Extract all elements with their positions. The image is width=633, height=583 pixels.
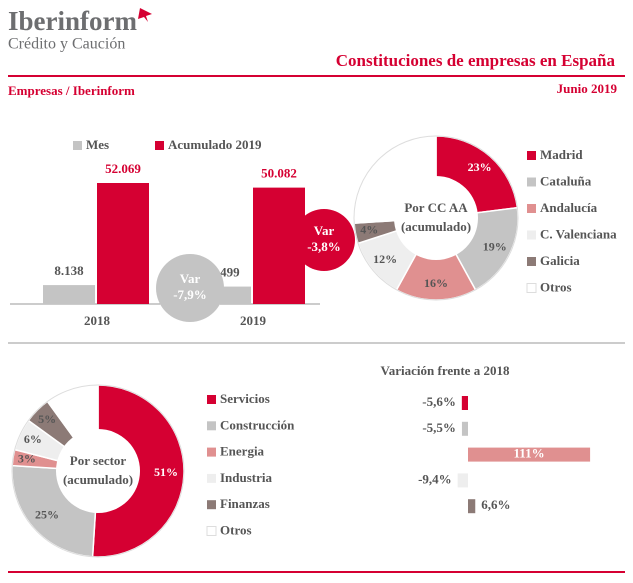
tagline: Crédito y Caución — [8, 36, 125, 53]
var-label: Var — [314, 223, 335, 238]
date: Junio 2019 — [557, 81, 618, 96]
center-label: Por CC AA — [404, 200, 468, 215]
bar — [43, 285, 95, 304]
legend-swatch — [527, 230, 536, 240]
legend-swatch — [155, 141, 164, 150]
legend-swatch — [527, 257, 536, 266]
bar — [468, 499, 476, 514]
category-label: 2018 — [84, 313, 111, 328]
value-label: 111% — [514, 446, 545, 461]
pie-outline — [11, 384, 185, 558]
slice-label: 6% — [24, 432, 42, 446]
value-label: 52.069 — [105, 161, 141, 176]
var-label: Var — [180, 271, 201, 286]
legend-swatch — [207, 500, 216, 510]
pie-outline — [353, 135, 519, 301]
value-label: -5,6% — [422, 394, 456, 409]
legend-label: Acumulado 2019 — [168, 137, 262, 152]
legend-swatch — [207, 447, 216, 457]
legend-label: Industria — [220, 470, 273, 485]
bar — [468, 447, 591, 462]
slice-label: 5% — [38, 412, 56, 426]
var-bubble — [156, 254, 224, 322]
legend-swatch — [527, 177, 536, 187]
value-label: 6,6% — [481, 497, 510, 512]
slice-label: 25% — [35, 508, 59, 522]
legend-label: Madrid — [540, 147, 583, 162]
legend-swatch — [207, 473, 216, 483]
legend-label: Cataluña — [540, 173, 592, 188]
value-label: 8.138 — [54, 263, 84, 278]
legend-swatch — [207, 395, 216, 404]
legend-swatch — [526, 283, 537, 293]
value-label: -9,4% — [418, 471, 452, 486]
brand-icon — [138, 8, 152, 22]
slice-label: 12% — [373, 252, 397, 266]
slice-label: 3% — [18, 451, 36, 465]
legend-swatch — [527, 151, 536, 160]
var-bubble — [293, 209, 355, 271]
legend-label: Mes — [86, 137, 109, 152]
slice-label: 23% — [468, 160, 492, 174]
legend-label: Servicios — [220, 391, 270, 406]
page-title: Constituciones de empresas en España — [336, 51, 616, 70]
legend-swatch — [206, 526, 217, 536]
center-label: (acumulado) — [63, 472, 133, 487]
slice-label: 51% — [154, 465, 178, 479]
slice-label: 4% — [360, 222, 378, 236]
legend-label: Otros — [220, 522, 252, 537]
legend-swatch — [527, 204, 536, 213]
pie-hole — [394, 176, 478, 260]
legend-label: Otros — [540, 279, 572, 294]
legend-label: Andalucía — [540, 200, 598, 215]
chart-title: Variación frente a 2018 — [381, 363, 510, 378]
var-value: -3,8% — [307, 239, 341, 254]
bar — [97, 183, 149, 304]
legend-label: C. Valenciana — [540, 226, 617, 241]
brand: Iberinform — [8, 6, 137, 36]
pie-hole — [56, 429, 140, 513]
center-label: (acumulado) — [401, 219, 471, 234]
bar — [461, 421, 468, 436]
center-label: Por sector — [70, 453, 127, 468]
legend-label: Construcción — [220, 417, 295, 432]
legend-label: Energia — [220, 444, 265, 459]
slice-label: 16% — [424, 276, 448, 290]
slice-label: 19% — [483, 240, 507, 254]
value-label: -5,5% — [422, 420, 456, 435]
value-label: 50.082 — [261, 166, 297, 181]
legend-label: Finanzas — [220, 496, 270, 511]
legend-swatch — [73, 141, 82, 150]
legend-swatch — [207, 421, 216, 431]
legend-label: Galicia — [540, 253, 580, 268]
var-value: -7,9% — [173, 287, 207, 302]
category-label: 2019 — [240, 313, 267, 328]
bar — [461, 396, 468, 410]
source: Empresas / Iberinform — [8, 83, 135, 98]
bar — [457, 473, 468, 488]
